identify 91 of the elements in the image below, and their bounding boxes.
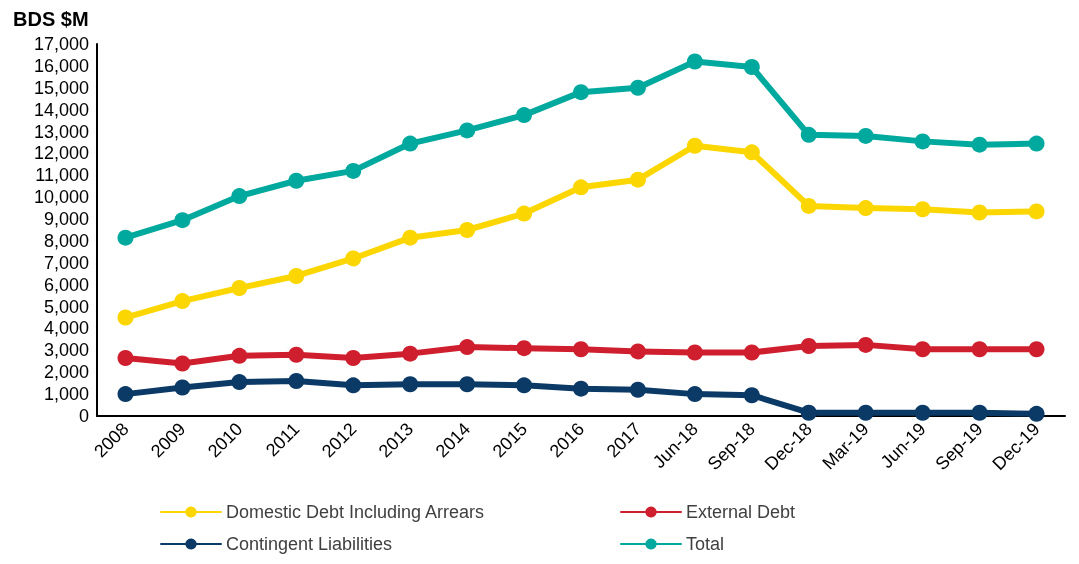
- y-tick-label: 10,000: [33, 187, 89, 208]
- point: [174, 212, 191, 229]
- point: [743, 58, 760, 75]
- y-tick-label: 12,000: [33, 143, 89, 164]
- point: [231, 374, 248, 391]
- y-tick-label: 3,000: [43, 340, 89, 361]
- point: [345, 377, 362, 394]
- point: [686, 386, 703, 403]
- point: [629, 79, 646, 96]
- point: [1028, 135, 1045, 152]
- point: [1028, 405, 1045, 422]
- point: [573, 341, 589, 358]
- point: [857, 200, 874, 217]
- y-tick-label: 5,000: [43, 296, 89, 317]
- point: [231, 188, 248, 205]
- point: [686, 344, 703, 361]
- point: [516, 340, 533, 357]
- point: [971, 404, 988, 421]
- y-tick-label: 2,000: [43, 362, 89, 383]
- legend-label: Contingent Liabilities: [226, 534, 393, 554]
- legend-label: Total: [686, 534, 725, 554]
- point: [288, 267, 305, 284]
- point: [914, 341, 931, 358]
- point: [288, 172, 305, 189]
- point: [402, 345, 419, 362]
- y-tick-label: 4,000: [43, 318, 89, 339]
- point: [971, 136, 988, 153]
- point: [743, 144, 760, 161]
- y-axis-title: BDS $M: [13, 8, 89, 30]
- point: [459, 222, 476, 238]
- y-tick-label: 7,000: [43, 252, 89, 273]
- point: [743, 387, 760, 404]
- point: [288, 372, 305, 389]
- y-tick-label: 13,000: [33, 121, 89, 142]
- point: [516, 107, 533, 124]
- point: [743, 344, 760, 361]
- point: [914, 133, 931, 150]
- point: [971, 341, 988, 358]
- point: [686, 53, 703, 70]
- point: [402, 229, 419, 246]
- y-tick-label: 11,000: [35, 165, 89, 186]
- point: [914, 404, 931, 421]
- point: [629, 171, 646, 188]
- point: [800, 126, 817, 143]
- point: [174, 355, 191, 372]
- point: [800, 197, 817, 214]
- point: [117, 309, 134, 326]
- point: [573, 179, 589, 196]
- point: [914, 201, 931, 218]
- point: [686, 137, 703, 154]
- legend-label: External Debt: [686, 502, 796, 522]
- point: [345, 250, 362, 267]
- point: [857, 404, 874, 421]
- y-tick-label: 17,000: [33, 34, 89, 54]
- point: [231, 279, 248, 296]
- point: [1028, 341, 1045, 358]
- point: [857, 127, 874, 144]
- point: [629, 381, 646, 398]
- point: [117, 229, 134, 246]
- point: [800, 404, 817, 421]
- point: [573, 84, 589, 101]
- point: [231, 347, 248, 364]
- point: [516, 377, 533, 394]
- point: [573, 380, 589, 397]
- point: [629, 343, 646, 360]
- y-tick-label: 1,000: [43, 384, 89, 405]
- point: [857, 336, 874, 353]
- point: [288, 346, 305, 363]
- point: [174, 379, 191, 396]
- point: [117, 386, 134, 403]
- point: [402, 135, 419, 152]
- point: [459, 339, 476, 356]
- legend-label: Domestic Debt Including Arrears: [226, 502, 485, 522]
- point: [516, 205, 533, 222]
- y-tick-label: 14,000: [33, 99, 89, 120]
- point: [345, 350, 362, 367]
- y-tick-label: 0: [78, 406, 89, 426]
- y-tick-label: 8,000: [43, 230, 89, 251]
- point: [1028, 203, 1045, 220]
- point: [459, 122, 476, 139]
- y-tick-label: 6,000: [43, 274, 89, 295]
- y-tick-label: 15,000: [33, 77, 89, 98]
- point: [117, 350, 134, 367]
- point: [402, 376, 419, 393]
- point: [459, 376, 476, 393]
- point: [345, 162, 362, 179]
- y-tick-label: 9,000: [43, 209, 89, 230]
- point: [800, 337, 817, 354]
- point: [174, 293, 191, 310]
- point: [971, 204, 988, 221]
- y-tick-label: 16,000: [33, 55, 89, 76]
